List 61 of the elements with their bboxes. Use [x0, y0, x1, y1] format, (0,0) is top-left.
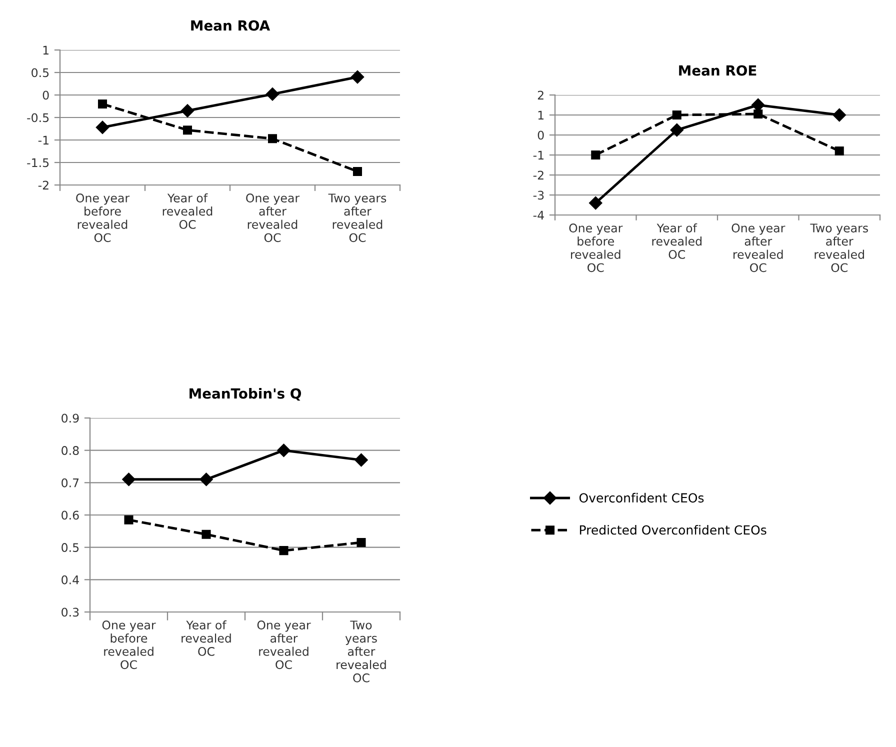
point — [122, 472, 136, 486]
point — [591, 150, 600, 160]
y-tick-label: -3 — [533, 190, 544, 200]
y-tick-label: 0.7 — [62, 478, 79, 488]
point — [354, 453, 368, 467]
x-tick-label: One year before revealed OC — [76, 194, 130, 242]
chart-title: MeanTobin's Q — [190, 388, 302, 401]
point — [98, 99, 108, 109]
point — [180, 104, 194, 118]
point — [268, 134, 278, 144]
point — [202, 530, 211, 539]
point — [266, 88, 280, 101]
x-tick-label: One year after revealed OC — [732, 224, 786, 272]
y-tick-label: -1 — [38, 136, 48, 144]
x-tick-label: One year before revealed OC — [102, 620, 156, 670]
y-tick-label: -2 — [533, 170, 544, 180]
x-tick-label: Year of revealed OC — [162, 193, 212, 229]
y-tick-label: 0.6 — [62, 510, 79, 520]
x-tick-label: Two years after revealed OC — [336, 620, 386, 682]
point — [832, 108, 846, 122]
chart-title: Mean ROE — [679, 65, 756, 76]
y-tick-label: 0 — [538, 130, 544, 140]
y-tick-label: -2 — [38, 180, 48, 190]
point — [589, 196, 602, 210]
x-tick-label: Year of revealed OC — [182, 620, 231, 656]
point — [96, 120, 110, 134]
y-tick-label: 1 — [43, 46, 48, 54]
point — [200, 472, 213, 486]
x-tick-label: One year after revealed OC — [246, 194, 300, 242]
point — [672, 110, 682, 120]
x-tick-label: Year of revealed OC — [652, 223, 702, 259]
y-tick-label: 1 — [538, 110, 544, 120]
y-tick-label: -4 — [533, 210, 544, 220]
y-tick-label: 0.5 — [62, 543, 79, 552]
point — [670, 123, 684, 137]
point — [350, 70, 364, 84]
point — [277, 444, 290, 457]
x-tick-label: Two years after revealed OC — [810, 224, 868, 272]
y-tick-label: 0.4 — [62, 575, 79, 584]
point — [352, 166, 362, 176]
x-tick-label: Two years after revealed OC — [328, 194, 386, 242]
y-tick-label: 0 — [42, 90, 49, 100]
point — [754, 109, 763, 119]
point — [356, 538, 366, 547]
y-tick-label: -1 — [533, 150, 544, 160]
y-tick-label: 0.9 — [62, 414, 79, 423]
chart-title: Mean ROA — [191, 20, 270, 31]
y-tick-label: -0.5 — [27, 113, 49, 122]
point — [834, 146, 844, 156]
legend-label: Predicted Overconfident CEOs — [580, 525, 766, 535]
y-tick-label: 2 — [538, 90, 544, 100]
legend-label: Overconfident CEOs — [579, 492, 704, 503]
x-tick-label: One year after revealed OC — [257, 620, 311, 670]
point — [182, 126, 192, 135]
y-tick-label: 0.3 — [62, 608, 79, 617]
point — [279, 546, 288, 556]
y-tick-label: 0.8 — [62, 446, 79, 455]
point — [124, 515, 134, 524]
y-tick-label: 0.5 — [32, 68, 49, 78]
x-tick-label: One year before revealed OC — [569, 224, 623, 272]
y-tick-label: -1.5 — [27, 158, 49, 168]
